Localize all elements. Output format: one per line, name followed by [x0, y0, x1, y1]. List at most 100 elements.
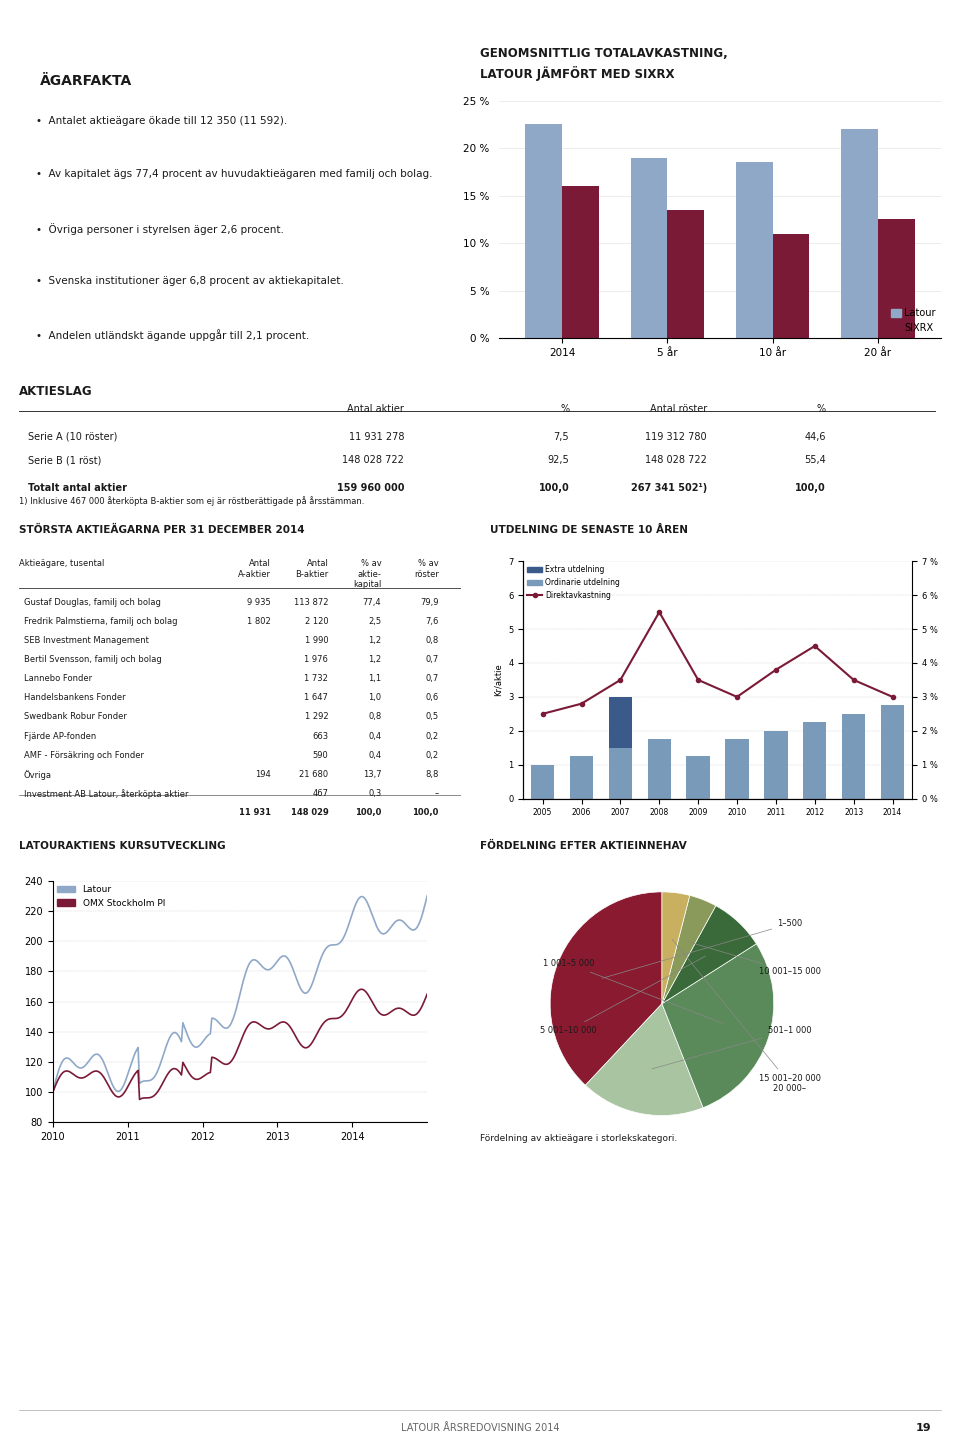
Text: 148 028 722: 148 028 722: [343, 455, 404, 465]
Legend: Latour, SIXRX: Latour, SIXRX: [891, 308, 936, 334]
Bar: [686, 757, 709, 799]
Bar: [609, 748, 632, 799]
Text: Antal
A-aktier: Antal A-aktier: [238, 560, 271, 578]
Text: 148 029: 148 029: [291, 807, 328, 817]
Bar: [841, 130, 877, 338]
Text: 1) Inklusive 467 000 återköpta B-aktier som ej är röstberättigade på årsstämman.: 1) Inklusive 467 000 återköpta B-aktier …: [19, 496, 365, 507]
Bar: [531, 764, 554, 799]
Text: 159 960 000: 159 960 000: [337, 482, 404, 492]
Text: 77,4: 77,4: [363, 597, 381, 607]
Text: 1,0: 1,0: [369, 694, 381, 702]
Text: 0,7: 0,7: [425, 655, 439, 665]
Bar: [667, 210, 705, 338]
Text: •  Svenska institutioner äger 6,8 procent av aktiekapitalet.: • Svenska institutioner äger 6,8 procent…: [36, 276, 344, 286]
Text: 501–1 000: 501–1 000: [652, 1026, 811, 1069]
Wedge shape: [662, 892, 690, 1004]
Bar: [726, 740, 749, 799]
Text: Aktieägare, tusental: Aktieägare, tusental: [19, 560, 105, 568]
Text: 1,2: 1,2: [369, 655, 381, 665]
Text: 100,0: 100,0: [539, 482, 569, 492]
Text: % av
röster: % av röster: [414, 560, 439, 578]
Text: 467: 467: [312, 789, 328, 797]
Text: 5 001–10 000: 5 001–10 000: [540, 955, 706, 1035]
Text: Investment AB Latour, återköpta aktier: Investment AB Latour, återköpta aktier: [24, 789, 188, 799]
Text: 113 872: 113 872: [294, 597, 328, 607]
Y-axis label: Kr/aktie: Kr/aktie: [493, 663, 502, 696]
Bar: [804, 722, 827, 799]
Text: AKTIESLAG: AKTIESLAG: [19, 384, 93, 397]
Text: Antal aktier: Antal aktier: [348, 404, 404, 414]
Text: 0,7: 0,7: [425, 675, 439, 684]
Text: 119 312 780: 119 312 780: [645, 432, 707, 442]
Text: Serie B (1 röst): Serie B (1 röst): [29, 455, 102, 465]
Text: 1 647: 1 647: [304, 694, 328, 702]
Bar: [764, 731, 787, 799]
Text: 1,1: 1,1: [369, 675, 381, 684]
Text: 0,8: 0,8: [425, 636, 439, 645]
Wedge shape: [586, 1004, 703, 1115]
Text: –: –: [435, 789, 439, 797]
Text: 79,9: 79,9: [420, 597, 439, 607]
Text: 8,8: 8,8: [425, 770, 439, 778]
Text: Swedbank Robur Fonder: Swedbank Robur Fonder: [24, 712, 127, 721]
Text: Fjärde AP-fonden: Fjärde AP-fonden: [24, 731, 96, 741]
Text: LATOUR ÅRSREDOVISNING 2014: LATOUR ÅRSREDOVISNING 2014: [400, 1423, 560, 1433]
Text: UTDELNING DE SENASTE 10 ÅREN: UTDELNING DE SENASTE 10 ÅREN: [490, 525, 687, 535]
Text: 0,3: 0,3: [368, 789, 381, 797]
Text: FÖRDELNING EFTER AKTIEINNEHAV: FÖRDELNING EFTER AKTIEINNEHAV: [480, 840, 686, 850]
Text: A K T I E N: A K T I E N: [660, 17, 732, 32]
Text: ÄGARFAKTA: ÄGARFAKTA: [40, 73, 132, 88]
Text: 21 680: 21 680: [300, 770, 328, 778]
Legend: Extra utdelning, Ordinarie utdelning, Direktavkastning: Extra utdelning, Ordinarie utdelning, Di…: [527, 566, 620, 600]
Bar: [631, 158, 667, 338]
Text: Lannebo Fonder: Lannebo Fonder: [24, 675, 92, 684]
Text: Bertil Svensson, familj och bolag: Bertil Svensson, familj och bolag: [24, 655, 161, 665]
Bar: [648, 740, 671, 799]
Bar: [773, 233, 809, 338]
Text: 15 001–20 000
20 000–: 15 001–20 000 20 000–: [672, 940, 821, 1094]
Text: GENOMSNITTLIG TOTALAVKASTNING,
LATOUR JÄMFÖRT MED SIXRX: GENOMSNITTLIG TOTALAVKASTNING, LATOUR JÄ…: [480, 47, 728, 81]
Text: 1,2: 1,2: [369, 636, 381, 645]
Text: 194: 194: [255, 770, 271, 778]
Text: 13,7: 13,7: [363, 770, 381, 778]
Wedge shape: [662, 895, 716, 1004]
Legend: Latour, OMX Stockholm PI: Latour, OMX Stockholm PI: [58, 885, 165, 908]
Text: 7,5: 7,5: [554, 432, 569, 442]
Text: •  Övriga personer i styrelsen äger 2,6 procent.: • Övriga personer i styrelsen äger 2,6 p…: [36, 223, 283, 235]
Text: LATOURAKTIENS KURSUTVECKLING: LATOURAKTIENS KURSUTVECKLING: [19, 840, 226, 850]
Bar: [570, 757, 593, 799]
Text: AMF - Försäkring och Fonder: AMF - Försäkring och Fonder: [24, 751, 144, 760]
Text: Fredrik Palmstierna, familj och bolag: Fredrik Palmstierna, familj och bolag: [24, 617, 177, 626]
Text: 100,0: 100,0: [355, 807, 381, 817]
Wedge shape: [550, 892, 662, 1085]
Text: % av
aktie-
kapital: % av aktie- kapital: [353, 560, 381, 589]
Text: •  Antalet aktieägare ökade till 12 350 (11 592).: • Antalet aktieägare ökade till 12 350 (…: [36, 117, 287, 125]
Text: Totalt antal aktier: Totalt antal aktier: [29, 482, 128, 492]
Text: Övriga: Övriga: [24, 770, 52, 780]
Text: 9 935: 9 935: [247, 597, 271, 607]
Text: 0,6: 0,6: [425, 694, 439, 702]
Text: 10 001–15 000: 10 001–15 000: [689, 943, 821, 976]
Text: 0,4: 0,4: [369, 751, 381, 760]
Text: 44,6: 44,6: [804, 432, 826, 442]
Text: 1 976: 1 976: [304, 655, 328, 665]
Bar: [609, 696, 632, 748]
Text: 663: 663: [312, 731, 328, 741]
Text: 0,8: 0,8: [368, 712, 381, 721]
Text: 92,5: 92,5: [547, 455, 569, 465]
Text: 0,2: 0,2: [425, 751, 439, 760]
Text: Antal
B-aktier: Antal B-aktier: [295, 560, 328, 578]
Text: 1 802: 1 802: [247, 617, 271, 626]
Text: Serie A (10 röster): Serie A (10 röster): [29, 432, 118, 442]
Text: •  Av kapitalet ägs 77,4 procent av huvudaktieägaren med familj och bolag.: • Av kapitalet ägs 77,4 procent av huvud…: [36, 170, 432, 180]
Text: 0,4: 0,4: [369, 731, 381, 741]
Text: 1 001–5 000: 1 001–5 000: [543, 960, 723, 1023]
Text: 19: 19: [916, 1423, 931, 1433]
Text: STÖRSTA AKTIEÄGARNA PER 31 DECEMBER 2014: STÖRSTA AKTIEÄGARNA PER 31 DECEMBER 2014: [19, 525, 305, 535]
Text: 590: 590: [313, 751, 328, 760]
Text: 100,0: 100,0: [795, 482, 826, 492]
Text: 2 120: 2 120: [304, 617, 328, 626]
Text: 148 028 722: 148 028 722: [645, 455, 707, 465]
Text: Gustaf Douglas, familj och bolag: Gustaf Douglas, familj och bolag: [24, 597, 160, 607]
Bar: [842, 714, 865, 799]
